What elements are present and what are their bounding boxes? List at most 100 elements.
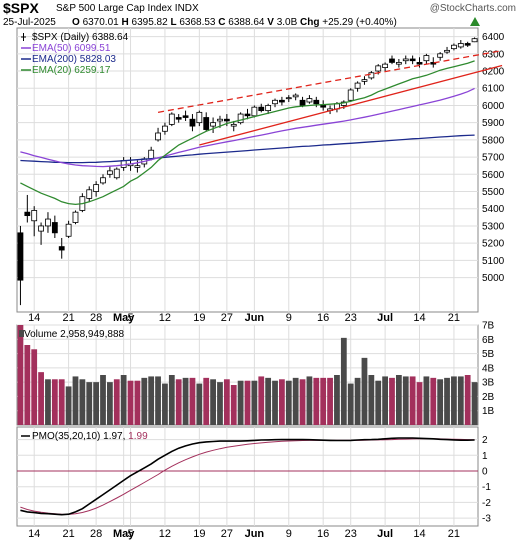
candle-body xyxy=(306,98,313,103)
volume-bar xyxy=(134,380,141,425)
volume-bar xyxy=(210,379,216,425)
price-y-tick-label: 5200 xyxy=(482,239,505,250)
volume-bar xyxy=(189,377,196,425)
x-tick-label: 27 xyxy=(221,528,233,540)
x-tick-label: 19 xyxy=(193,312,205,324)
x-tick-label: Jun xyxy=(245,528,265,540)
volume-bar xyxy=(17,325,24,425)
pmo-y-tick-label: 2 xyxy=(482,435,488,446)
pmo-panel: -3 -2 -1 0 1 2 PMO(35,20,10) 1.97, 1.99 xyxy=(16,426,491,527)
volume-bar xyxy=(31,349,38,425)
candle-body xyxy=(389,58,395,63)
volume-bar xyxy=(230,385,237,425)
close-label: C xyxy=(218,17,226,28)
candle-body xyxy=(189,118,196,127)
candle-body xyxy=(134,165,141,168)
trendline-solid xyxy=(199,64,503,146)
instrument-full-name: S&P 500 Large Cap Index xyxy=(56,3,173,14)
volume-bar xyxy=(368,375,375,425)
volume-bar xyxy=(141,377,148,425)
candle-body xyxy=(402,58,409,62)
candle-body xyxy=(437,53,444,58)
candle-body xyxy=(217,118,223,122)
candle-body xyxy=(106,170,113,175)
x-tick-label: 9 xyxy=(286,312,292,324)
x-tick-label: Jul xyxy=(377,528,393,540)
low-value: 6368.53 xyxy=(179,17,216,28)
volume-bar xyxy=(265,377,272,425)
candle-body xyxy=(423,55,430,62)
candle-body xyxy=(175,117,182,120)
x-tick-label: 12 xyxy=(159,312,171,324)
candle-body xyxy=(93,184,100,192)
pmo-frame xyxy=(16,426,479,527)
candle-body xyxy=(223,118,230,122)
instrument-name: S&P 500 Large Cap Index INDX xyxy=(56,3,199,14)
volume-bar xyxy=(320,377,327,425)
candle-body xyxy=(430,62,437,65)
pmo-y-tick-label: 1 xyxy=(482,451,488,462)
open-label: O xyxy=(72,17,80,28)
price-y-tick-label: 5900 xyxy=(482,118,505,129)
candle-body xyxy=(31,210,38,222)
volume-bar xyxy=(389,377,395,425)
candle-body xyxy=(279,99,285,103)
volume-y-tick-label: 4B xyxy=(482,363,495,374)
candle-body xyxy=(272,99,278,105)
x-tick-label: 28 xyxy=(90,528,102,540)
volume-bar xyxy=(120,375,127,425)
volume-bar xyxy=(299,379,306,425)
ema20-line xyxy=(20,60,475,206)
volume-bar xyxy=(217,382,223,425)
volume-bar xyxy=(51,379,58,425)
pmo-legend: PMO(35,20,10) 1.97, 1.99 xyxy=(32,431,148,442)
volume-bar xyxy=(175,379,182,425)
trendline-dashed xyxy=(157,49,503,113)
price-y-tick-label: 5700 xyxy=(482,153,505,164)
candle-body xyxy=(375,65,382,72)
candle-body xyxy=(162,125,168,132)
candle-body xyxy=(38,225,44,232)
pmo-y-tick-label: -3 xyxy=(482,514,491,525)
volume-bar xyxy=(113,379,120,425)
x-tick-label: 16 xyxy=(317,312,329,324)
high-label: H xyxy=(121,17,129,28)
volume-bar xyxy=(58,379,65,425)
volume-y-tick-label: 2B xyxy=(482,392,495,403)
price-y-tick-label: 6000 xyxy=(482,101,505,112)
volume-bar xyxy=(395,375,402,425)
x-tick-label: 21 xyxy=(448,528,460,540)
volume-bar xyxy=(451,376,457,425)
x-tick-label: 21 xyxy=(62,312,74,324)
volume-bar xyxy=(416,382,423,425)
volume-bar xyxy=(127,380,134,425)
candle-body xyxy=(24,211,31,217)
pmo-y-tick-label: -1 xyxy=(482,482,491,493)
candle-body xyxy=(51,222,58,234)
candle-body xyxy=(203,117,210,130)
candle-body xyxy=(299,99,306,106)
volume-bar xyxy=(354,377,361,425)
price-y-tick-label: 5600 xyxy=(482,170,505,181)
open-value: 6370.01 xyxy=(82,17,119,28)
low-label: L xyxy=(170,17,177,28)
candle-body xyxy=(382,63,389,68)
volume-bar xyxy=(162,383,168,425)
volume-bar xyxy=(106,382,113,425)
volume-bar xyxy=(86,382,93,425)
candle-body xyxy=(17,232,24,281)
volume-bar xyxy=(375,380,382,425)
close-value: 6388.64 xyxy=(228,17,265,28)
volume-bar xyxy=(148,376,155,425)
candle-body xyxy=(230,123,237,127)
volume-bar xyxy=(292,377,299,425)
volume-bar xyxy=(196,383,203,425)
volume-y-tick-label: 6B xyxy=(482,335,495,346)
pmo-legend-value: PMO(35,20,10) 1.97, xyxy=(32,431,128,442)
change-label: Chg xyxy=(300,17,320,28)
candle-body xyxy=(457,43,464,48)
x-tick-label: 19 xyxy=(193,528,205,540)
volume-bar xyxy=(382,376,389,425)
volume-bar xyxy=(168,375,175,425)
